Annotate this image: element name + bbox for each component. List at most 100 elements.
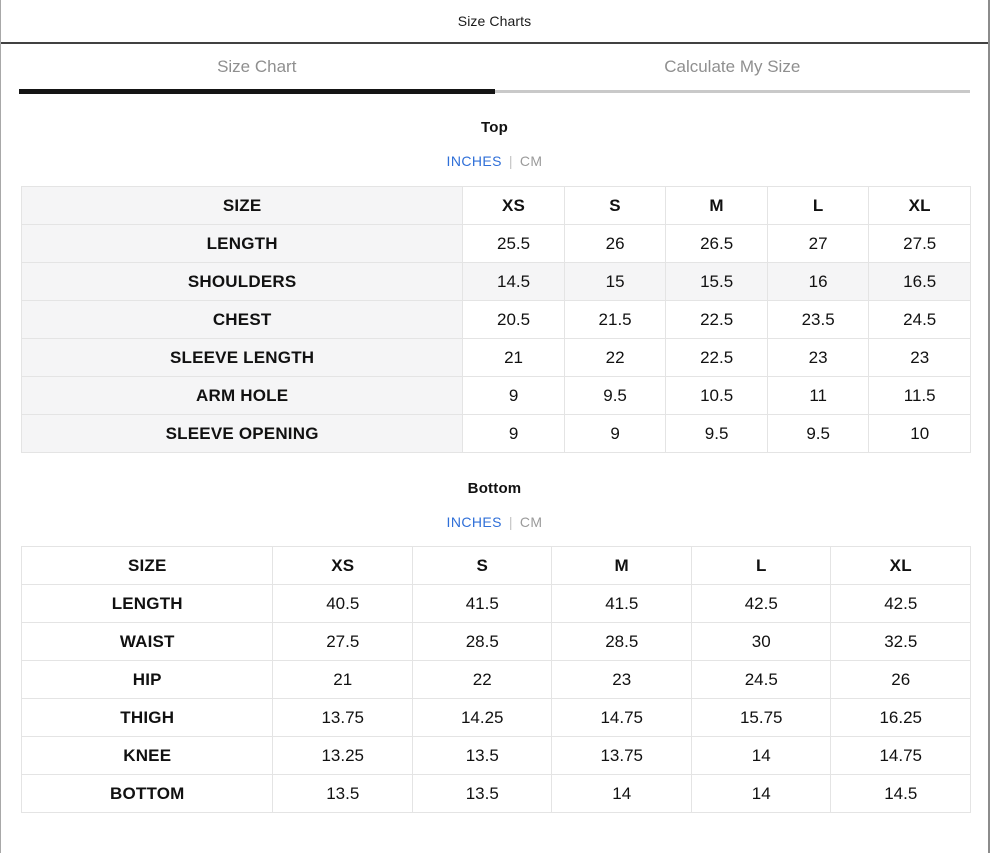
table-row: ARM HOLE 9 9.5 10.5 11 11.5 <box>20 376 971 415</box>
measurement-cell: 16.5 <box>868 262 971 301</box>
top-size-table: SIZE XS S M L XL LENGTH 25.5 26 26.5 27 27.5 SHOULDE… <box>20 186 971 453</box>
measurement-cell: 26 <box>830 660 971 699</box>
tab-size-chart-label: Size Chart <box>217 56 297 76</box>
measurement-cell: 13.75 <box>551 736 692 775</box>
row-label: ARM HOLE <box>20 376 464 415</box>
header-size-option: XS <box>272 546 413 585</box>
measurement-cell: 13.25 <box>272 736 413 775</box>
table-row: LENGTH 25.5 26 26.5 27 27.5 <box>20 224 971 263</box>
measurement-cell: 15.5 <box>665 262 768 301</box>
measurement-cell: 28.5 <box>411 622 553 661</box>
measurement-cell: 15.75 <box>690 698 832 737</box>
measurement-cell: 28.5 <box>551 622 692 661</box>
header-size-option: S <box>411 546 553 585</box>
close-icon[interactable]: ✕ <box>960 0 978 5</box>
header-size-option: XL <box>830 546 971 585</box>
measurement-cell: 32.5 <box>830 622 971 661</box>
measurement-cell: 9 <box>462 414 565 453</box>
table-row: WAIST 27.5 28.5 28.5 30 32.5 <box>20 622 971 661</box>
measurement-cell: 9 <box>563 414 667 453</box>
tab-calculate-my-size-label: Calculate My Size <box>664 56 801 76</box>
header-size-option: M <box>665 186 768 225</box>
cm-toggle[interactable]: CM <box>519 153 543 169</box>
tab-bar: Size Chart Calculate My Size <box>1 44 988 95</box>
tab-size-chart[interactable]: Size Chart <box>19 44 495 95</box>
measurement-cell: 25.5 <box>462 224 565 263</box>
measurement-cell: 13.75 <box>272 698 413 737</box>
modal-title: Size Charts <box>457 13 532 29</box>
measurement-cell: 15 <box>563 262 667 301</box>
measurement-cell: 16.25 <box>830 698 971 737</box>
row-label: WAIST <box>20 622 274 661</box>
unit-toggle-top: INCHES | CM <box>1 153 988 169</box>
measurement-cell: 24.5 <box>868 300 971 339</box>
measurement-cell: 42.5 <box>690 584 832 623</box>
measurement-cell: 10 <box>868 414 971 453</box>
measurement-cell: 9.5 <box>563 376 667 415</box>
measurement-cell: 41.5 <box>551 584 692 623</box>
measurement-cell: 14.75 <box>830 736 971 775</box>
table-row: HIP 21 22 23 24.5 26 <box>20 660 971 699</box>
cm-toggle[interactable]: CM <box>519 514 543 530</box>
row-label: THIGH <box>20 698 274 737</box>
measurement-cell: 27.5 <box>868 224 971 263</box>
table-header-row: SIZE XS S M L XL <box>20 186 971 225</box>
row-label: LENGTH <box>20 584 274 623</box>
top-section: Top INCHES | CM SIZE XS S M L XL LENGTH 25.5 26 26.… <box>1 119 988 453</box>
measurement-cell: 14 <box>690 774 832 813</box>
modal-header: Size Charts ✕ <box>1 0 988 44</box>
modal-body: Top INCHES | CM SIZE XS S M L XL LENGTH 25.5 26 26.… <box>1 119 988 813</box>
measurement-cell: 14.5 <box>462 262 565 301</box>
measurement-cell: 13.5 <box>272 774 413 813</box>
row-label: HIP <box>20 660 274 699</box>
row-label: SLEEVE LENGTH <box>20 338 464 377</box>
measurement-cell: 10.5 <box>665 376 768 415</box>
row-label: SHOULDERS <box>20 262 464 301</box>
measurement-cell: 22 <box>563 338 667 377</box>
header-size-option: XL <box>868 186 971 225</box>
tab-calculate-my-size[interactable]: Calculate My Size <box>494 44 970 95</box>
bottom-section: Bottom INCHES | CM SIZE XS S M L XL LENGTH 40.5 41… <box>1 480 988 813</box>
measurement-cell: 40.5 <box>272 584 413 623</box>
unit-separator: | <box>508 514 513 530</box>
measurement-cell: 21 <box>462 338 565 377</box>
measurement-cell: 42.5 <box>830 584 971 623</box>
measurement-cell: 23 <box>766 338 870 377</box>
measurement-cell: 9 <box>462 376 565 415</box>
row-label: LENGTH <box>20 224 464 263</box>
table-row: SLEEVE OPENING 9 9 9.5 9.5 10 <box>20 414 971 453</box>
section-title-bottom: Bottom <box>467 480 522 497</box>
measurement-cell: 23 <box>868 338 971 377</box>
bottom-size-table: SIZE XS S M L XL LENGTH 40.5 41.5 41.5 42.5 42.5 WAI… <box>20 546 971 813</box>
unit-toggle-bottom: INCHES | CM <box>1 514 988 530</box>
measurement-cell: 14 <box>690 736 832 775</box>
measurement-cell: 27.5 <box>272 622 413 661</box>
measurement-cell: 13.5 <box>411 736 553 775</box>
measurement-cell: 22.5 <box>665 338 768 377</box>
active-tab-underline <box>19 89 495 94</box>
inactive-tab-underline <box>494 90 970 93</box>
measurement-cell: 14 <box>551 774 692 813</box>
measurement-cell: 24.5 <box>690 660 832 699</box>
header-size-option: M <box>551 546 692 585</box>
measurement-cell: 22 <box>411 660 553 699</box>
measurement-cell: 26.5 <box>665 224 768 263</box>
table-row: SLEEVE LENGTH 21 22 22.5 23 23 <box>20 338 971 377</box>
measurement-cell: 21 <box>272 660 413 699</box>
measurement-cell: 11.5 <box>868 376 971 415</box>
measurement-cell: 26 <box>563 224 667 263</box>
header-size-label: SIZE <box>20 186 464 225</box>
measurement-cell: 14.5 <box>830 774 971 813</box>
inches-toggle[interactable]: INCHES <box>446 514 502 530</box>
table-header-row: SIZE XS S M L XL <box>20 546 971 585</box>
measurement-cell: 14.75 <box>551 698 692 737</box>
measurement-cell: 9.5 <box>766 414 870 453</box>
row-label: CHEST <box>20 300 464 339</box>
measurement-cell: 30 <box>690 622 832 661</box>
row-label: BOTTOM <box>20 774 274 813</box>
inches-toggle[interactable]: INCHES <box>446 153 502 169</box>
measurement-cell: 41.5 <box>411 584 553 623</box>
header-size-option: S <box>563 186 667 225</box>
header-size-option: XS <box>462 186 565 225</box>
